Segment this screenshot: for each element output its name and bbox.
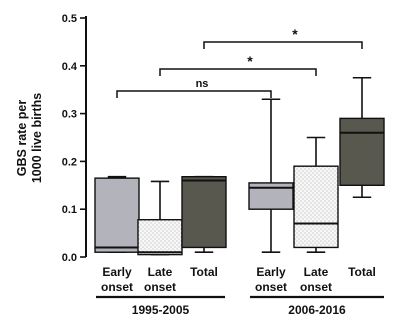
y-tick-label: 0.1 [62,204,77,216]
box-4 [248,98,294,254]
box-6 [339,76,385,199]
bracket [159,68,317,76]
bracket [203,41,363,49]
x-tick-label: Total [190,265,218,279]
y-tick-label: 0.4 [62,61,78,73]
box-3 [181,175,227,254]
significance-brackets: ns * * [116,26,363,98]
x-axis-labels: Early onset Late onset Total Early onset Late on… [101,265,376,294]
box-iqr [293,165,339,249]
y-tick-label: 0.5 [62,13,77,25]
y-axis-title: GBS rate per1000 live births [15,93,44,183]
x-tick-label: Early onset [255,265,287,294]
bracket-label: * [292,26,298,42]
y-tick-label: 0.3 [62,109,77,121]
y-tick-label: 0.0 [62,252,77,264]
box-iqr [94,177,140,253]
y-axis-label: GBS rate per1000 live births [15,93,44,183]
y-axis: 0.0 0.1 0.2 0.3 0.4 0.5 [62,13,87,264]
bracket [116,90,272,98]
x-tick-label: Total [348,265,376,279]
box-1 [94,175,140,254]
box-iqr [339,117,385,186]
bracket-label: * [247,53,253,69]
x-tick-label: Late onset [300,265,332,294]
group-label: 2006-2016 [288,303,346,317]
y-tick-label: 0.2 [62,156,77,168]
group-label: 1995-2005 [132,303,190,317]
box-2 [137,180,183,256]
x-tick-label: Early onset [101,265,133,294]
group-labels: 1995-2005 2006-2016 [96,295,384,317]
box-plots [94,76,385,256]
box-iqr [181,175,227,249]
box-iqr [137,219,183,256]
x-tick-label: Late onset [144,265,176,294]
box-5 [293,136,339,254]
bracket-label: ns [196,78,209,90]
